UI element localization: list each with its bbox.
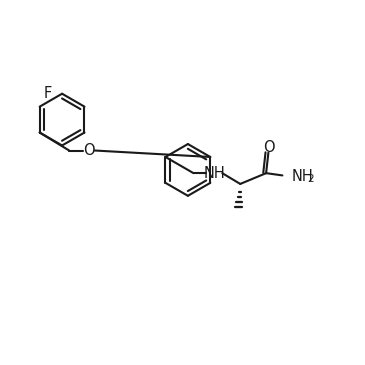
Text: NH: NH [204,166,225,181]
Text: O: O [83,143,95,158]
Text: O: O [263,140,275,155]
Text: F: F [44,86,52,101]
Text: 2: 2 [307,174,314,184]
Text: NH: NH [292,169,314,184]
